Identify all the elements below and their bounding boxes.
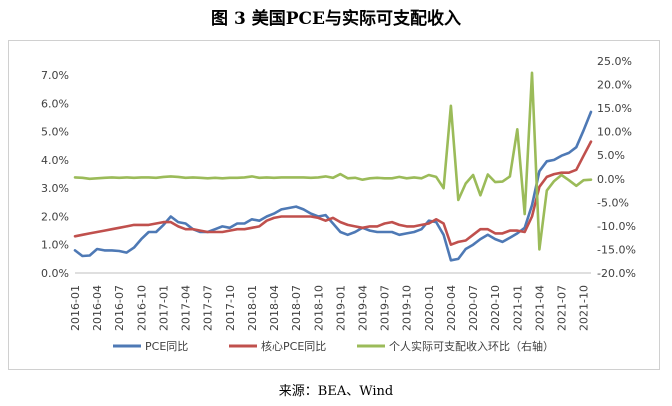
legend-label-2: 核心PCE同比 [261, 339, 326, 353]
x-tick-label: 2021-10 [578, 285, 591, 331]
x-tick-label: 2019-10 [401, 285, 414, 331]
x-tick-label: 2020-07 [467, 285, 480, 331]
series-line-1 [73, 110, 593, 262]
x-tick-label: 2021-04 [533, 285, 546, 331]
x-tick-label: 2019-07 [379, 285, 392, 331]
y-right-tick-label: 20.0% [597, 79, 632, 92]
y-left-tick-label: 6.0% [41, 97, 69, 110]
y-right-tick-label: 0.0% [597, 173, 625, 186]
x-tick-label: 2016-01 [69, 285, 82, 331]
y-left-tick-label: 2.0% [41, 210, 69, 223]
x-tick-label: 2018-07 [290, 285, 303, 331]
x-tick-label: 2020-04 [445, 285, 458, 331]
series-line-3 [73, 71, 593, 251]
x-tick-label: 2021-07 [556, 285, 569, 331]
y-right-tick-label: -15.0% [597, 243, 636, 256]
x-tick-label: 2018-10 [312, 285, 325, 331]
y-left-tick-label: 3.0% [41, 182, 69, 195]
x-tick-label: 2017-04 [180, 285, 193, 331]
y-left-tick-label: 4.0% [41, 154, 69, 167]
y-left-tick-label: 1.0% [41, 239, 69, 252]
chart-title: 图 3 美国PCE与实际可支配收入 [211, 9, 461, 29]
x-tick-label: 2021-01 [511, 285, 524, 331]
y-right-tick-label: 15.0% [597, 102, 632, 115]
y-left-tick-label: 0.0% [41, 267, 69, 280]
y-right-tick-label: 25.0% [597, 55, 632, 68]
y-right-tick-label: -20.0% [597, 267, 636, 280]
x-tick-label: 2017-10 [224, 285, 237, 331]
x-tick-label: 2019-04 [356, 285, 369, 331]
y-left-tick-label: 7.0% [41, 69, 69, 82]
x-tick-label: 2018-01 [246, 285, 259, 331]
legend-label-3: 个人实际可支配收入环比（右轴） [389, 339, 554, 353]
x-tick-label: 2017-01 [157, 285, 170, 331]
legend-label-1: PCE同比 [145, 340, 188, 353]
chart-frame: 0.0% 1.0% 2.0% 3.0% 4.0% 5.0% 6.0% 7.0% -20.0% -1… [8, 40, 660, 370]
x-tick-label: 2016-04 [91, 285, 104, 331]
x-tick-label: 2018-04 [268, 285, 281, 331]
x-tick-label: 2016-10 [135, 285, 148, 331]
x-tick-label: 2019-01 [334, 285, 347, 331]
x-tick-label: 2020-10 [489, 285, 502, 331]
x-tick-label: 2020-01 [423, 285, 436, 331]
x-tick-label: 2016-07 [113, 285, 126, 331]
source-note: 来源：BEA、Wind [278, 384, 394, 399]
x-tick-label: 2017-07 [202, 285, 215, 331]
y-left-tick-label: 5.0% [41, 126, 69, 139]
y-right-tick-label: -5.0% [597, 196, 629, 209]
series-line-2 [73, 140, 593, 246]
y-right-tick-label: 5.0% [597, 149, 625, 162]
y-right-tick-label: 10.0% [597, 126, 632, 139]
y-right-tick-label: -10.0% [597, 220, 636, 233]
line-chart: 0.0% 1.0% 2.0% 3.0% 4.0% 5.0% 6.0% 7.0% -20.0% -1… [41, 55, 636, 353]
